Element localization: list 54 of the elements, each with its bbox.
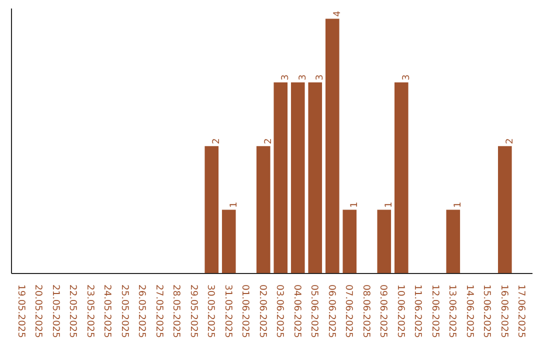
x-tick-label: 19.05.2025: [15, 284, 26, 338]
x-tick-label: 15.06.2025: [481, 284, 492, 338]
x-tick-label: 24.05.2025: [102, 284, 113, 338]
x-tick-label: 07.06.2025: [343, 284, 354, 338]
x-tick-label: 09.06.2025: [378, 284, 389, 338]
bar: [342, 210, 357, 274]
x-tick-label: 26.05.2025: [136, 284, 148, 338]
x-tick-label: 31.05.2025: [222, 284, 234, 338]
data-label: 2: [504, 138, 516, 144]
bar: [308, 82, 322, 274]
data-label: 4: [332, 10, 343, 17]
x-tick-label: 12.06.2025: [429, 284, 440, 338]
bar: [394, 82, 408, 274]
data-label: 3: [297, 74, 308, 80]
x-tick-label: 01.06.2025: [240, 284, 251, 338]
x-tick-label: 17.06.2025: [516, 284, 527, 338]
data-label: 1: [349, 202, 360, 208]
data-label: 3: [400, 74, 412, 80]
x-tick-label: 02.06.2025: [256, 284, 268, 338]
data-label: 1: [384, 202, 395, 208]
x-tick-label: 05.06.2025: [308, 284, 320, 338]
x-tick-label: 14.06.2025: [464, 284, 475, 338]
x-tick-label: 16.06.2025: [498, 284, 510, 338]
x-tick-label: 27.05.2025: [153, 284, 164, 338]
bar: [498, 146, 512, 274]
x-tick-label: 29.05.2025: [188, 284, 199, 338]
bar: [290, 82, 305, 274]
x-tick-label: 13.06.2025: [446, 284, 458, 338]
x-tick-label: 20.05.2025: [32, 284, 44, 338]
x-tick-label: 03.06.2025: [274, 284, 286, 338]
data-label: 3: [314, 74, 326, 80]
data-label: 1: [452, 202, 464, 208]
x-tick-label: 22.05.2025: [67, 284, 78, 338]
data-label: 2: [262, 138, 274, 144]
x-tick-label: 30.05.2025: [205, 284, 216, 338]
data-label: 1: [228, 202, 240, 208]
bar: [256, 146, 270, 274]
x-tick-label: 08.06.2025: [360, 284, 372, 338]
bar: [446, 210, 460, 274]
data-label: 3: [280, 74, 292, 80]
x-tick-label: 23.05.2025: [84, 284, 96, 338]
x-tick-label: 28.05.2025: [170, 284, 182, 338]
x-tick-label: 06.06.2025: [326, 284, 337, 338]
bar: [274, 82, 288, 274]
bar: [204, 146, 219, 274]
x-tick-label: 10.06.2025: [394, 284, 406, 338]
bar: [377, 210, 392, 274]
bar: [325, 18, 340, 274]
x-tick-label: 04.06.2025: [291, 284, 302, 338]
x-tick-label: 21.05.2025: [50, 284, 61, 338]
x-tick-label: 25.05.2025: [118, 284, 130, 338]
bar: [222, 210, 236, 274]
data-label: 2: [211, 138, 222, 144]
x-tick-label: 11.06.2025: [412, 284, 424, 338]
